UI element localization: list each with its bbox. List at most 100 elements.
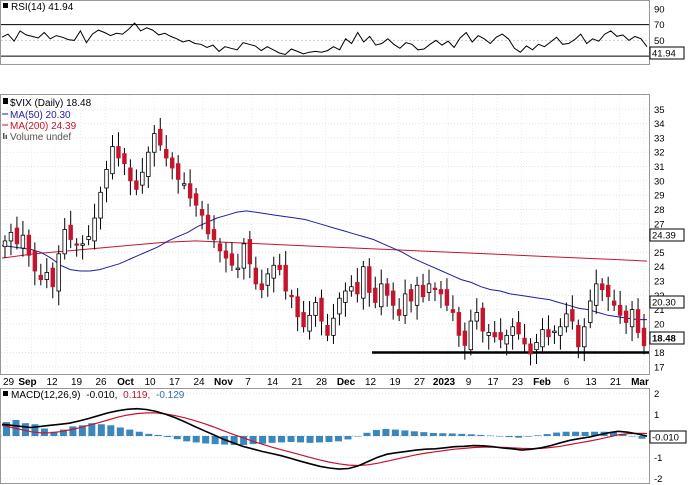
macd-hist-bar-12 — [116, 427, 124, 436]
candle-0 — [2, 235, 8, 259]
x-tick-label-5: Oct — [117, 377, 134, 388]
candle-54 — [325, 313, 330, 342]
candle-body-20 — [122, 153, 127, 165]
candle-2 — [14, 216, 20, 250]
candle-body-10 — [62, 229, 67, 255]
candle-body-101 — [605, 284, 611, 298]
candle-body-7 — [44, 272, 49, 280]
candle-84 — [504, 329, 509, 356]
candle-body-50 — [301, 312, 306, 328]
candle-60 — [361, 260, 366, 310]
price-tick-label-0: 35 — [654, 105, 665, 116]
candle-19 — [116, 132, 121, 167]
macd-line — [1, 407, 648, 470]
x-tick-label-2: 12 — [46, 377, 58, 388]
last-price-badge: 18.48 — [649, 331, 685, 345]
candle-68 — [408, 283, 414, 313]
candle-21 — [128, 159, 133, 196]
candle-body-31 — [187, 183, 193, 199]
price-tick-label-3: 32 — [654, 148, 665, 159]
x-tick-label-16: 19 — [389, 377, 401, 388]
macd-hist-bar-50 — [477, 434, 485, 436]
rsi-tick-label-0: 90 — [654, 4, 665, 15]
candle-body-26 — [158, 128, 163, 146]
x-tick-label-8: 24 — [193, 377, 205, 388]
candle-66 — [396, 298, 402, 322]
candle-61 — [367, 258, 372, 307]
macd-hist-bar-54 — [515, 436, 523, 438]
candle-46 — [277, 253, 282, 276]
candle-body-12 — [74, 243, 79, 246]
candle-body-92 — [552, 330, 557, 333]
candle-body-73 — [438, 289, 444, 295]
macd-hist-bar-14 — [135, 431, 143, 436]
candle-body-55 — [331, 317, 336, 336]
candle-87 — [522, 323, 527, 353]
rsi-plot-frame — [0, 0, 650, 65]
candle-1 — [8, 223, 14, 256]
candle-65 — [390, 282, 396, 320]
candle-body-11 — [68, 224, 73, 240]
candle-73 — [438, 281, 444, 309]
candle-42 — [253, 256, 259, 290]
x-tick-label-20: 17 — [487, 377, 499, 388]
x-tick-label-0: 29 — [3, 377, 15, 388]
macd-hist-bar-17 — [164, 436, 172, 438]
price-tick-label-5: 30 — [654, 176, 665, 187]
macd-title-name: MACD(12,26,9) — [11, 390, 80, 401]
candle-body-56 — [337, 297, 342, 315]
macd-hist-bar-45 — [429, 433, 437, 436]
x-tick-label-6: 10 — [144, 377, 156, 388]
candle-100 — [600, 278, 605, 302]
candle-body-2 — [14, 227, 20, 245]
candle-body-19 — [116, 146, 121, 159]
candle-75 — [450, 295, 456, 322]
candle-58 — [349, 275, 354, 297]
x-tick-label-22: Feb — [533, 377, 551, 388]
candle-body-8 — [50, 267, 55, 288]
x-tick-label-7: 17 — [169, 377, 181, 388]
macd-tick-label-1: 1 — [654, 410, 659, 421]
legend-volume: Volume undef — [10, 132, 71, 143]
price-tick-label-17: 18 — [654, 348, 665, 359]
candle-body-16 — [98, 191, 103, 219]
candle-103 — [617, 291, 623, 324]
candle-36 — [217, 238, 223, 263]
macd-tick-label-0: 2 — [654, 389, 659, 400]
macd-hist-bar-67 — [638, 436, 646, 439]
candle-body-13 — [80, 243, 85, 246]
price-tick-label-18: 17 — [654, 362, 665, 373]
price-title: $VIX (Daily) 18.48 — [10, 98, 92, 109]
candle-body-98 — [588, 300, 593, 323]
candle-18 — [110, 135, 115, 180]
macd-hist-bar-13 — [126, 429, 134, 436]
macd-hist-bar-51 — [486, 435, 494, 437]
candle-body-5 — [32, 250, 38, 272]
candle-body-30 — [181, 183, 187, 186]
x-tick-label-15: 12 — [365, 377, 377, 388]
candle-body-58 — [349, 286, 354, 292]
candle-body-33 — [199, 209, 205, 216]
macd-hist-bar-61 — [581, 431, 589, 436]
candle-27 — [164, 135, 169, 167]
candle-body-47 — [283, 264, 288, 292]
candle-102 — [611, 289, 617, 312]
candle-body-100 — [600, 283, 605, 290]
macd-hist-bar-3 — [31, 424, 39, 436]
macd-hist-bar-37 — [353, 436, 361, 437]
macd-hist-bar-18 — [173, 436, 181, 440]
candle-body-82 — [492, 332, 497, 338]
candle-body-77 — [462, 330, 468, 346]
macd-hist-bar-62 — [591, 431, 599, 436]
candle-body-78 — [468, 320, 474, 351]
candle-30 — [181, 172, 187, 190]
macd-last-value-badge: -0.010 — [649, 430, 687, 444]
legend-ma50: MA(50) 20.30 — [10, 110, 71, 121]
candle-93 — [558, 318, 563, 350]
candle-35 — [211, 215, 217, 249]
candle-body-22 — [134, 180, 139, 190]
macd-hist-bar-60 — [572, 431, 580, 436]
candle-body-99 — [594, 283, 599, 306]
macd-hist-bar-9 — [88, 423, 96, 436]
